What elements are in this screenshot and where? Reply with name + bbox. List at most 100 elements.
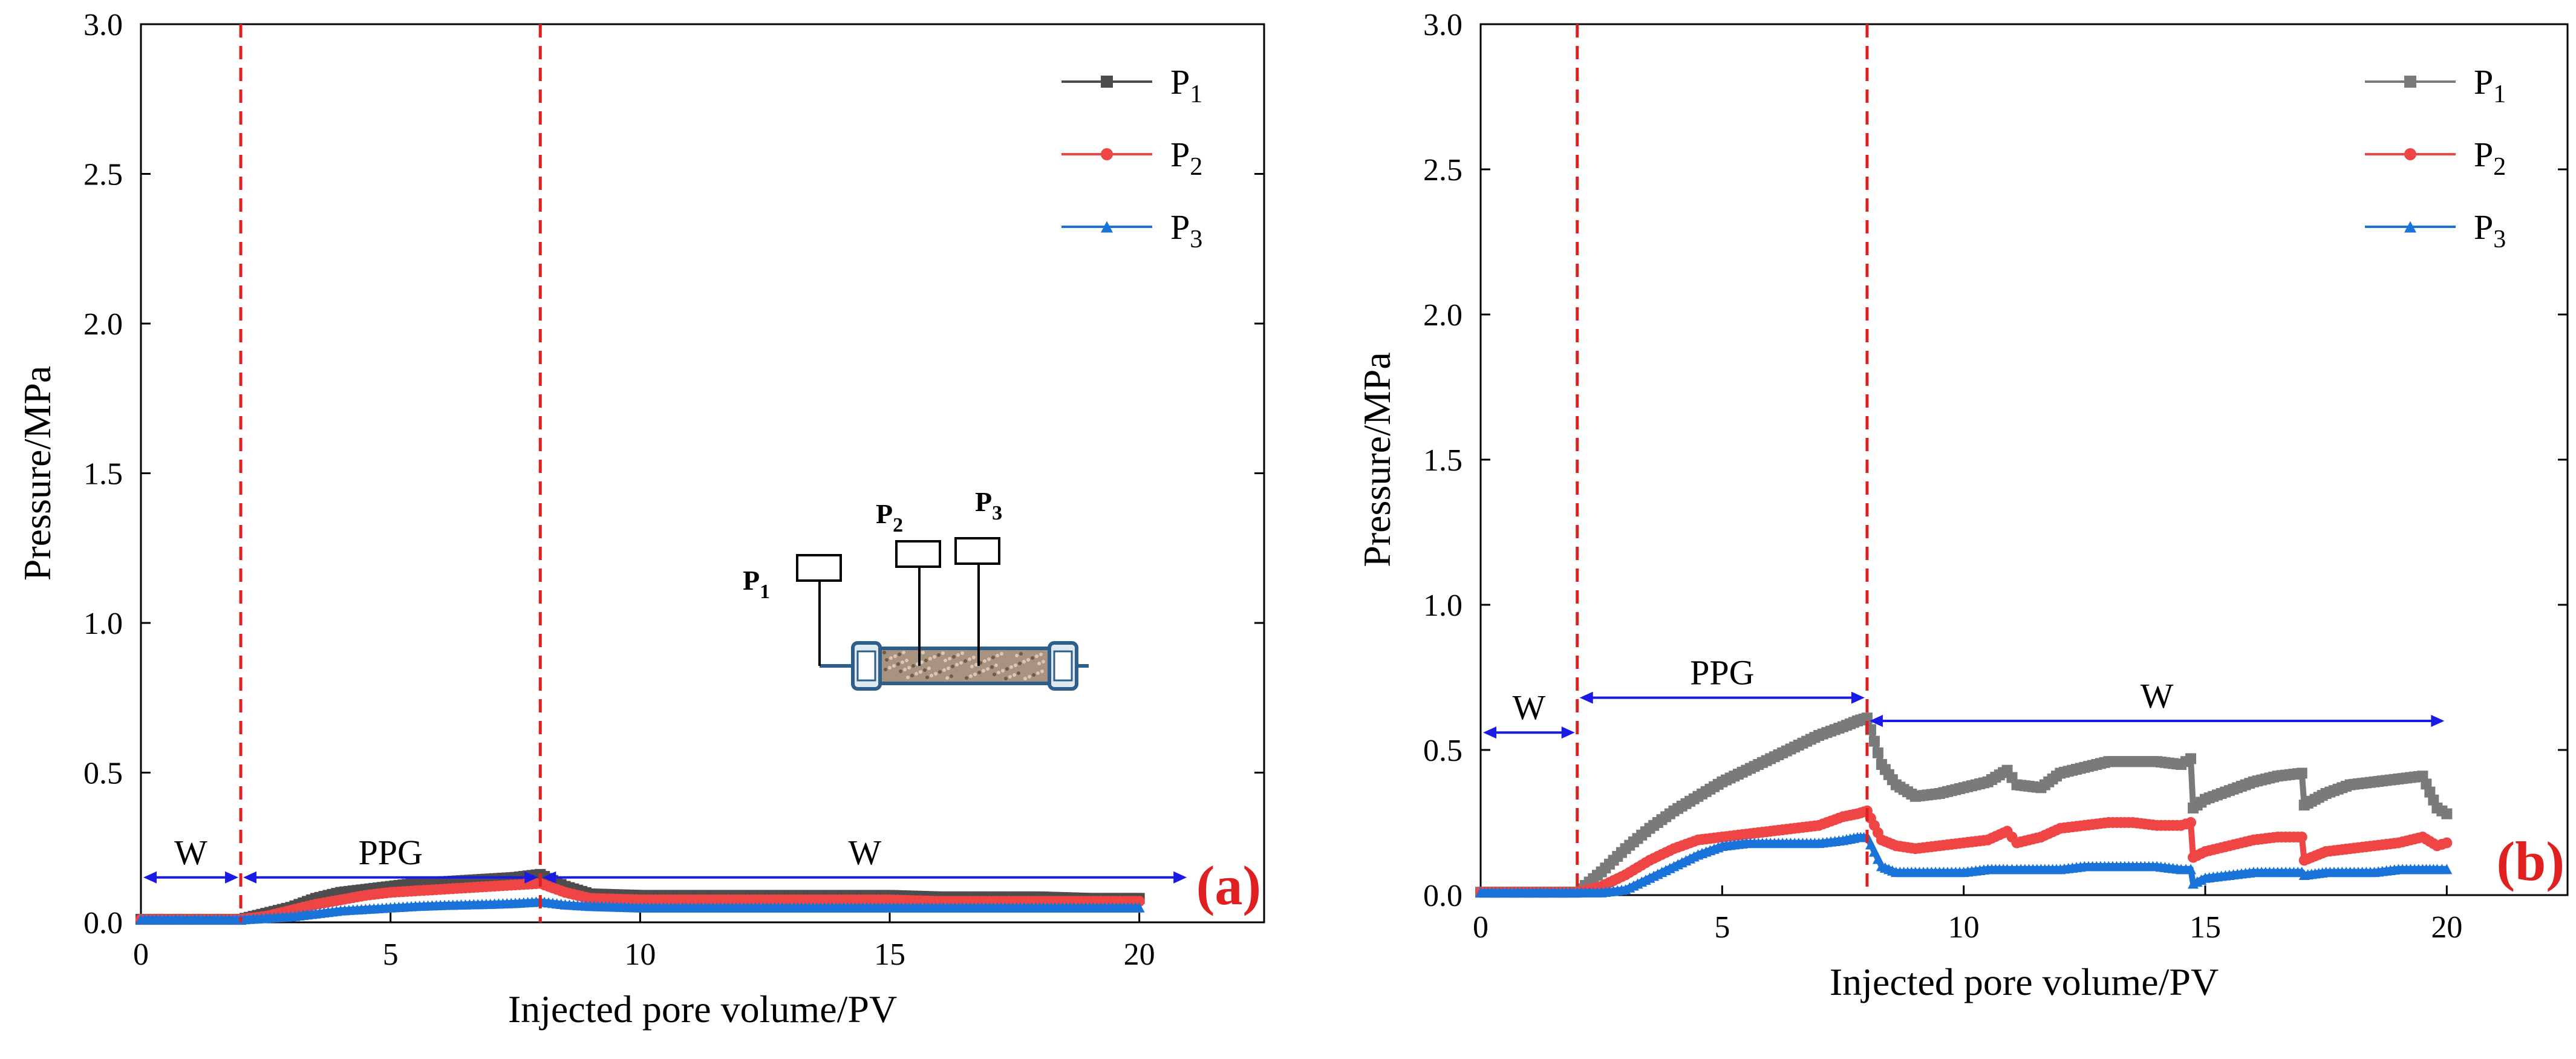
core-grain (948, 657, 951, 660)
x-axis-label: Injected pore volume/PV (1830, 960, 2219, 1003)
core-grain (982, 669, 985, 673)
core-grain (987, 657, 991, 661)
y-tick-label: 1.5 (1423, 443, 1462, 478)
inset-label-p2-subscript: 2 (893, 514, 903, 536)
data-point (1861, 712, 1873, 724)
end-cap-inner (856, 650, 876, 682)
x-tick-label: 10 (624, 937, 656, 972)
legend-label-p2-subscript: 2 (2493, 153, 2506, 181)
phase-arrow-head (1173, 871, 1187, 884)
data-point (2441, 808, 2453, 820)
phase-label: W (174, 833, 207, 872)
legend-marker (1101, 221, 1113, 233)
core-grain (960, 651, 964, 655)
core-grain (1022, 660, 1026, 663)
core-grain (942, 668, 946, 672)
core-grain (882, 651, 886, 654)
pressure-gauge (796, 554, 842, 582)
phase-arrow-head (1869, 715, 1883, 727)
legend-label-p3-main: P (1170, 207, 1190, 247)
core-grain (903, 668, 907, 671)
core-grain (990, 665, 994, 669)
phase-label: W (2141, 676, 2174, 715)
x-tick-label: 15 (2190, 910, 2221, 945)
core-grain (1009, 665, 1013, 669)
y-tick-label: 3.0 (1423, 8, 1462, 42)
core-grain (896, 662, 900, 666)
data-point (1868, 735, 1880, 747)
y-tick-label: 2.0 (83, 307, 123, 342)
inset-label-p3: P3 (975, 486, 1002, 524)
core-grain (1018, 662, 1022, 665)
core-grain (933, 655, 936, 659)
core-grain (1000, 652, 1003, 656)
core-grain (1017, 671, 1020, 675)
core-grain (1001, 669, 1005, 673)
inset-label-p1-subscript: 1 (760, 581, 770, 603)
phase-arrow-head (2431, 715, 2445, 727)
legend-label-p3-main: P (2474, 207, 2493, 247)
core-grain (924, 659, 928, 662)
x-tick-label: 20 (1124, 937, 1155, 972)
legend-label-p2-main: P (1170, 135, 1190, 174)
phase-arrow-head (524, 871, 538, 884)
legend-label-p1-main: P (2474, 62, 2493, 102)
core-grain (974, 663, 978, 666)
core-grain (994, 663, 998, 667)
legend-label-p2: P2 (2474, 135, 2506, 181)
legend-label-p1: P1 (2474, 62, 2506, 108)
y-tick-label: 0.5 (1423, 734, 1462, 768)
phase-arrow-head (225, 871, 239, 884)
x-tick-label: 5 (383, 937, 399, 972)
phase-arrow-head (543, 871, 556, 884)
phase-arrow-head (243, 871, 257, 884)
core-grain (907, 666, 911, 670)
inset-label-p2: P2 (876, 498, 903, 536)
x-tick-label: 15 (874, 937, 905, 972)
y-tick-label: 1.0 (83, 607, 123, 641)
y-tick-label: 3.0 (83, 8, 123, 42)
y-tick-label: 0.5 (83, 757, 123, 791)
inset-label-p3-subscript: 3 (992, 502, 1002, 524)
x-tick-label: 10 (1948, 910, 1980, 945)
core-grain (884, 668, 887, 671)
y-tick-label: 2.5 (83, 158, 123, 192)
y-tick-label: 0.0 (83, 906, 123, 940)
core-grain (1037, 662, 1041, 665)
core-grain (965, 676, 968, 680)
core-grain (1026, 658, 1030, 662)
core-grain (1005, 667, 1009, 671)
core-grain (955, 663, 959, 666)
core-grain (915, 672, 918, 676)
phase-label: W (1512, 688, 1545, 727)
core-grain (977, 671, 981, 674)
legend-marker (1101, 148, 1113, 160)
core-grain (986, 667, 990, 671)
legend-label-p3: P3 (2474, 207, 2506, 253)
core-grain (923, 668, 927, 672)
core-grain (888, 666, 892, 670)
data-point (1872, 853, 1883, 864)
core-grain (892, 664, 896, 668)
phase-label: PPG (1690, 653, 1754, 692)
legend-label-p1-subscript: 1 (2493, 80, 2506, 108)
core-grain (920, 660, 924, 664)
core-grain (1004, 677, 1008, 680)
core-grain (996, 654, 999, 657)
legend-marker (2404, 221, 2416, 233)
core-grain (972, 656, 976, 659)
core-grain (910, 674, 914, 677)
core-grain (1031, 656, 1034, 660)
panel-label: (a) (1196, 855, 1261, 916)
inset-label-p2-main: P (876, 498, 893, 529)
y-tick-label: 2.0 (1423, 298, 1462, 333)
chart-panel-b: 0.0 0.5 1.0 1.5 2.0 2.5 3.0 0 5 10 15 20 Injected po… (1355, 8, 2569, 1003)
core-grain (1042, 660, 1045, 663)
y-axis-label: Pressure/MPa (16, 366, 59, 581)
data-point (2441, 837, 2453, 849)
core-grain (1032, 673, 1035, 677)
pressure-gauge (895, 540, 941, 568)
core-grain (973, 673, 977, 676)
data-point (2296, 767, 2307, 779)
core-grain (901, 660, 904, 664)
